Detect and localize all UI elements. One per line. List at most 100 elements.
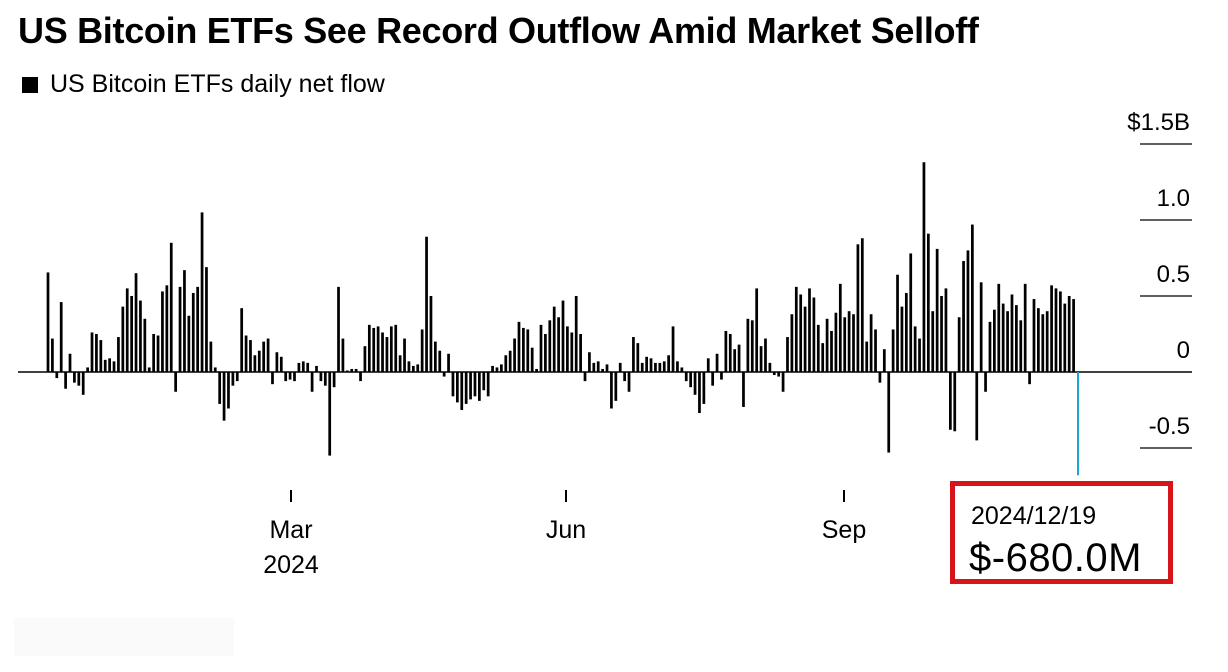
- flow-bar: [293, 372, 296, 382]
- flow-bar: [962, 261, 965, 372]
- flow-bar: [187, 315, 191, 372]
- flow-bar: [737, 344, 741, 372]
- flow-bar: [442, 372, 446, 377]
- flow-bar: [244, 335, 248, 372]
- flow-bar: [592, 362, 596, 372]
- flow-bar: [755, 288, 759, 372]
- flow-bar: [68, 353, 72, 372]
- flow-bar: [865, 341, 869, 372]
- flow-bar: [926, 233, 930, 372]
- flow-bar: [337, 286, 340, 372]
- flow-bar: [1050, 285, 1053, 372]
- flow-bar: [993, 309, 996, 372]
- flow-bar: [1001, 303, 1005, 372]
- flow-bar: [984, 372, 987, 392]
- flow-bar: [429, 296, 433, 372]
- flow-bar: [896, 274, 899, 372]
- flow-bar: [922, 162, 926, 372]
- flow-bar: [552, 306, 556, 372]
- flow-bar: [288, 372, 292, 380]
- flow-bar: [1019, 320, 1023, 372]
- flow-bar: [746, 318, 750, 372]
- flow-bar: [667, 355, 671, 372]
- flow-bar: [764, 338, 767, 372]
- flow-bar: [794, 286, 798, 372]
- flow-bar: [614, 372, 618, 401]
- callout-value: $-680.0M: [969, 536, 1142, 580]
- flow-bar: [935, 248, 939, 372]
- y-tick-label: -0.5: [1149, 413, 1190, 440]
- flow-bar: [218, 372, 222, 404]
- flow-bar: [495, 367, 499, 372]
- flow-bar: [486, 372, 490, 397]
- flow-bar: [341, 338, 345, 372]
- flow-bar: [196, 286, 200, 372]
- flow-bar: [658, 362, 662, 372]
- flow-bar: [838, 283, 842, 372]
- flow-bar: [328, 372, 332, 456]
- flow-bar: [249, 340, 252, 372]
- flow-bar: [139, 300, 142, 372]
- flow-bar: [345, 370, 349, 372]
- flow-bar: [90, 332, 94, 372]
- flow-bar: [715, 353, 719, 372]
- flow-bar: [975, 372, 979, 441]
- flow-bar: [742, 372, 745, 407]
- value-callout: 2024/12/19 $-680.0M: [950, 481, 1173, 584]
- flow-bar: [156, 335, 160, 372]
- flow-bar: [271, 372, 274, 385]
- flow-bar: [253, 355, 257, 372]
- flow-bar: [1067, 296, 1071, 372]
- flow-bar: [583, 372, 587, 382]
- flow-bar: [1045, 311, 1049, 372]
- flow-bar: [275, 352, 279, 372]
- flow-bar: [363, 346, 367, 372]
- legend-swatch: [22, 76, 38, 93]
- flow-bar: [513, 338, 516, 372]
- legend-label: US Bitcoin ETFs daily net flow: [50, 70, 385, 98]
- flow-bar: [460, 372, 464, 410]
- flow-bar: [940, 296, 943, 372]
- flow-bar: [632, 337, 635, 372]
- flow-bar: [64, 372, 67, 389]
- flow-bar: [376, 326, 380, 372]
- flow-bar: [310, 372, 314, 392]
- flow-bar: [73, 372, 76, 383]
- flow-bar: [227, 372, 230, 409]
- flow-bar: [601, 368, 604, 372]
- y-tick-label: 1.0: [1157, 185, 1190, 212]
- flow-bar: [561, 300, 565, 372]
- flow-bar: [566, 326, 569, 372]
- flow-bar: [240, 308, 244, 372]
- flow-bar: [306, 362, 310, 372]
- flow-bar: [860, 238, 864, 372]
- flow-bar: [257, 350, 261, 372]
- flow-bar: [108, 358, 111, 372]
- flow-bar: [777, 372, 781, 377]
- flow-bar: [781, 372, 785, 392]
- flow-bar: [821, 343, 825, 372]
- flow-bar: [654, 362, 657, 372]
- flow-bar: [869, 314, 873, 372]
- flow-bar: [205, 267, 208, 372]
- flow-bar: [693, 372, 697, 395]
- flow-bar: [548, 320, 552, 372]
- flow-bar: [689, 372, 693, 388]
- flow-bar: [398, 355, 402, 372]
- flow-bar: [482, 372, 486, 391]
- flow-bar: [772, 372, 776, 376]
- flow-bar: [623, 372, 626, 382]
- flow-bar: [1032, 299, 1036, 372]
- flow-bar: [1072, 299, 1075, 372]
- flow-bar: [143, 318, 147, 372]
- legend: US Bitcoin ETFs daily net flow: [22, 70, 385, 99]
- flow-bar: [702, 372, 706, 404]
- flow-bar: [618, 362, 622, 372]
- flow-bar: [649, 358, 653, 372]
- flow-bar: [803, 306, 807, 372]
- flow-bar: [728, 334, 732, 372]
- flow-bar: [676, 361, 679, 372]
- callout-date: 2024/12/19: [971, 502, 1097, 530]
- x-tick-label: Jun: [546, 516, 586, 544]
